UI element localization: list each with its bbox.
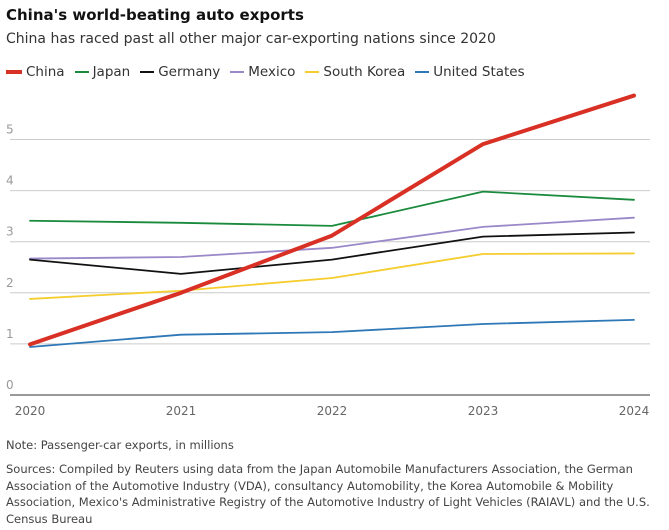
legend-label: Mexico bbox=[248, 64, 296, 80]
x-tick-label: 2021 bbox=[166, 404, 197, 418]
legend-swatch bbox=[415, 71, 430, 73]
note: Note: Passenger-car exports, in millions bbox=[6, 438, 234, 452]
legend-label: Japan bbox=[92, 64, 131, 80]
legend-item: China bbox=[6, 64, 65, 80]
series-line-china bbox=[28, 93, 636, 347]
series-line-japan bbox=[29, 190, 635, 227]
x-tick-label: 2024 bbox=[619, 404, 650, 418]
series-line-united-states bbox=[29, 318, 635, 348]
legend-swatch bbox=[6, 70, 22, 74]
y-tick-label: 1 bbox=[6, 327, 14, 341]
legend-swatch bbox=[230, 71, 245, 73]
legend-label: China bbox=[26, 64, 65, 80]
legend-item: United States bbox=[415, 64, 525, 80]
legend-item: Germany bbox=[140, 64, 220, 80]
legend-label: Germany bbox=[158, 64, 221, 80]
x-tick-label: 2020 bbox=[15, 404, 46, 418]
sources: Sources: Compiled by Reuters using data … bbox=[6, 462, 650, 526]
series-line-germany bbox=[29, 231, 635, 275]
legend-label: United States bbox=[433, 64, 525, 80]
legend: China Japan Germany Mexico South Korea United… bbox=[6, 64, 525, 80]
chart-subtitle: China has raced past all other major car… bbox=[6, 31, 496, 47]
y-tick-label: 2 bbox=[6, 276, 14, 290]
y-tick-label: 4 bbox=[6, 174, 14, 188]
legend-item: Japan bbox=[74, 64, 131, 80]
chart-title: China's world-beating auto exports bbox=[6, 6, 304, 24]
y-tick-label: 5 bbox=[6, 123, 14, 137]
y-tick-label: 3 bbox=[6, 225, 14, 239]
legend-label: South Korea bbox=[323, 64, 406, 80]
legend-swatch bbox=[140, 71, 155, 73]
series-line-south-korea bbox=[29, 252, 635, 300]
legend-item: South Korea bbox=[305, 64, 405, 80]
series-line-mexico bbox=[29, 216, 635, 260]
y-tick-label: 0 bbox=[6, 378, 14, 392]
legend-swatch bbox=[305, 71, 320, 73]
x-tick-label: 2022 bbox=[317, 404, 348, 418]
legend-item: Mexico bbox=[230, 64, 295, 80]
x-tick-label: 2023 bbox=[468, 404, 499, 418]
line-chart: 0 1 2 3 4 5 2020 2021 2022 2023 2024 bbox=[6, 93, 650, 418]
legend-swatch bbox=[74, 71, 89, 73]
